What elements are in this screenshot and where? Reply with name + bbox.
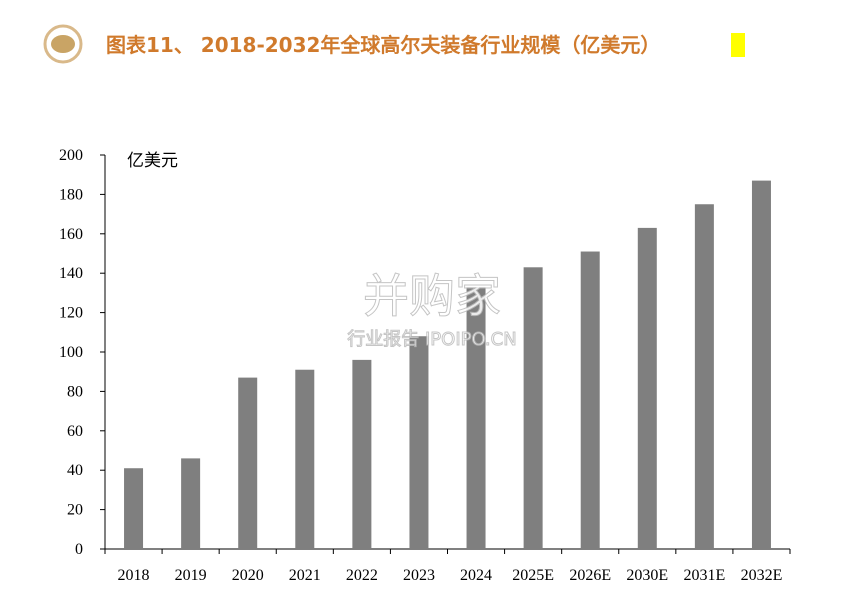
y-tick-label: 180 [59, 186, 83, 203]
x-tick-label: 2021 [289, 567, 321, 584]
title-icon-dot [51, 35, 75, 53]
x-tick-label: 2025E [512, 567, 554, 584]
highlight [731, 33, 745, 57]
bar [523, 267, 543, 549]
y-tick-label: 140 [59, 265, 83, 282]
bar [295, 369, 315, 549]
bar [124, 468, 144, 549]
chart-title: 图表11、 2018-2032年全球高尔夫装备行业规模（亿美元） [106, 33, 660, 57]
bar [181, 458, 201, 549]
x-tick-label: 2019 [175, 567, 207, 584]
y-tick-label: 120 [59, 305, 83, 322]
bar [694, 204, 714, 549]
x-tick-label: 2023 [403, 567, 435, 584]
y-tick-label: 40 [67, 462, 83, 479]
watermark: 行业报告 IPOIPO.CN [347, 329, 516, 350]
bar [409, 336, 429, 549]
x-tick-label: 2026E [569, 567, 611, 584]
bar [580, 251, 600, 549]
x-tick-label: 2031E [683, 567, 725, 584]
y-tick-label: 0 [75, 541, 83, 558]
bar [751, 180, 771, 550]
y-unit: 亿美元 [127, 151, 178, 171]
bar [238, 377, 258, 549]
bar [466, 286, 486, 549]
x-tick-label: 2030E [626, 567, 668, 584]
y-tick-label: 20 [67, 502, 83, 519]
y-tick-label: 80 [67, 383, 83, 400]
x-tick-label: 2018 [118, 567, 150, 584]
x-tick-label: 2022 [346, 567, 378, 584]
y-tick-label: 100 [59, 344, 83, 361]
x-tick-label: 2020 [232, 567, 264, 584]
y-tick-label: 160 [59, 226, 83, 243]
x-tick-label: 2024 [460, 567, 492, 584]
bar [637, 227, 657, 549]
watermark: 并购家 [363, 269, 501, 323]
y-tick-label: 200 [59, 147, 83, 164]
bar [352, 359, 372, 549]
x-tick-label: 2032E [741, 567, 783, 584]
y-tick-label: 60 [67, 423, 83, 440]
